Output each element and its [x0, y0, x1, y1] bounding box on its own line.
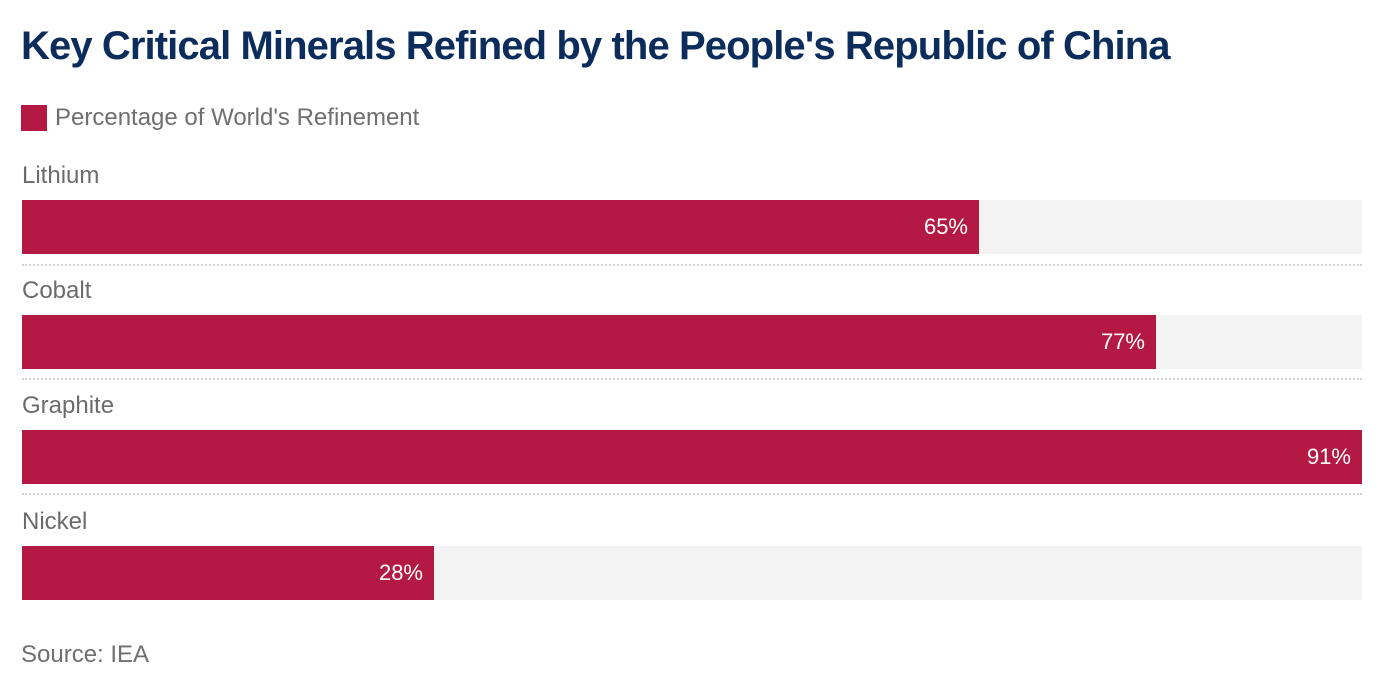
- chart-title: Key Critical Minerals Refined by the Peo…: [21, 24, 1171, 68]
- bar-graphite: [22, 430, 1362, 484]
- bar-cobalt: [22, 315, 1156, 369]
- bar-track-nickel: 28%: [22, 546, 1362, 600]
- category-label-nickel: Nickel: [22, 508, 88, 535]
- bar-lithium: [22, 200, 979, 254]
- legend-label: Percentage of World's Refinement: [55, 104, 420, 131]
- bar-track-graphite: 91%: [22, 430, 1362, 484]
- value-label-nickel: 28%: [378, 560, 423, 585]
- value-label-lithium: 65%: [923, 214, 968, 239]
- value-label-cobalt: 77%: [1100, 329, 1145, 354]
- bar-nickel: [22, 546, 434, 600]
- source-note: Source: IEA: [21, 641, 150, 668]
- bar-track-lithium: 65%: [22, 200, 1362, 254]
- value-label-graphite: 91%: [1306, 444, 1351, 469]
- category-label-cobalt: Cobalt: [22, 277, 92, 304]
- bar-track-cobalt: 77%: [22, 315, 1362, 369]
- legend: Percentage of World's Refinement: [21, 103, 419, 133]
- legend-swatch: [21, 105, 47, 131]
- row-divider: [22, 378, 1362, 380]
- row-divider: [22, 264, 1362, 266]
- row-divider: [22, 493, 1362, 495]
- category-label-graphite: Graphite: [22, 392, 115, 419]
- category-label-lithium: Lithium: [22, 162, 100, 189]
